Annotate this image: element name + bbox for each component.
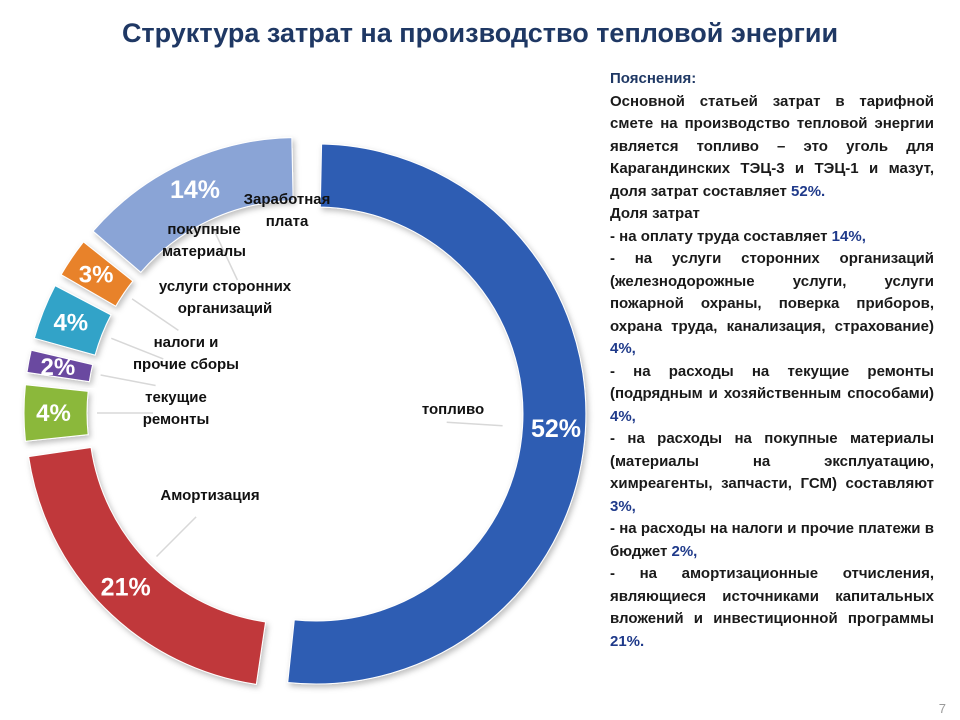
label-taxes-line2: прочие сборы <box>133 356 239 373</box>
note-services: - на услуги сторонних организаций (желез… <box>610 248 934 361</box>
note-salary-value: 14%, <box>831 227 866 245</box>
label-repairs-line2: ремонты <box>142 411 210 428</box>
leader-line-заработная-плата <box>212 228 239 281</box>
value-label-услуги-сторонних-организаций: 4% <box>53 309 88 336</box>
leader-line-налоги-и-прочие-сборы <box>100 374 156 387</box>
leader-line-амортизация <box>155 516 197 558</box>
label-materials-line2: материалы <box>162 243 246 260</box>
note-repairs-text: - на расходы на текущие ремонты (подрядн… <box>610 362 934 403</box>
slice-текущие-ремонты <box>23 384 89 442</box>
note-repairs: - на расходы на текущие ремонты (подрядн… <box>610 361 934 429</box>
leader-line-услуги-сторонних-организаций <box>111 337 164 360</box>
slice-покупные-материалы <box>60 241 134 307</box>
value-labels: 52% 21% 4% 2% 4% 3% 14% <box>36 176 581 601</box>
leader-line-топливо <box>446 421 503 427</box>
explanation-heading: Пояснения: <box>610 70 697 87</box>
label-repairs-line1: текущие <box>145 389 207 406</box>
note-depreciation-value: 21%. <box>610 632 645 650</box>
label-taxes: налоги и прочие сборы <box>120 332 252 376</box>
label-services-line1: услуги сторонних <box>158 278 292 295</box>
note-taxes-text: - на расходы на налоги и прочие платежи … <box>610 520 934 560</box>
label-materials-line1: покупные <box>167 221 241 238</box>
value-label-топливо: 52% <box>531 415 581 443</box>
value-label-амортизация: 21% <box>101 573 151 601</box>
explanation-intro: Основной статьей затрат в тарифной смете… <box>610 91 934 204</box>
leader-line-покупные-материалы <box>131 298 179 332</box>
slice-налоги-и-прочие-сборы <box>26 349 94 383</box>
cost-structure-donut-chart: 52% 21% 4% 2% 4% 3% 14% <box>23 137 587 685</box>
value-label-текущие-ремонты: 4% <box>36 400 71 427</box>
value-label-покупные-материалы: 3% <box>79 261 114 288</box>
note-depreciation-text: - на амортизационные отчисления, являющи… <box>610 565 934 627</box>
page-title: Структура затрат на производство теплово… <box>121 18 839 48</box>
slice-топливо <box>287 143 587 685</box>
intro-text: Основной статьей затрат в тарифной смете… <box>610 92 934 200</box>
label-materials: покупные материалы <box>148 219 260 263</box>
slice-амортизация <box>28 446 267 685</box>
explanation-panel: Пояснения: Основной статьей затрат в тар… <box>610 68 934 653</box>
label-depreciation: Амортизация <box>146 485 274 507</box>
label-services-line2: организаций <box>177 300 273 317</box>
note-services-text: - на услуги сторонних организаций (желез… <box>610 250 934 335</box>
value-label-налоги-и-прочие-сборы: 2% <box>41 354 76 381</box>
page-number: 7 <box>938 701 946 716</box>
note-repairs-value: 4%, <box>610 407 636 425</box>
label-depreciation-text: Амортизация <box>160 487 260 504</box>
note-depreciation: - на амортизационные отчисления, являющи… <box>610 563 934 653</box>
donut-slices <box>23 137 587 685</box>
note-materials-text: - на расходы на покупные материалы (мате… <box>610 430 934 492</box>
label-salary: Заработная плата <box>232 189 342 233</box>
label-taxes-line1: налоги и <box>153 334 219 351</box>
label-services: услуги сторонних организаций <box>140 276 310 320</box>
shares-heading: Доля затрат <box>610 205 700 222</box>
slice-заработная-плата <box>92 137 294 274</box>
slice-услуги-сторонних-организаций <box>33 285 112 356</box>
note-materials-value: 3%, <box>610 497 636 515</box>
value-label-заработная-плата: 14% <box>170 176 220 204</box>
label-salary-line1: Заработная <box>243 191 331 208</box>
note-taxes-value: 2%, <box>671 542 698 560</box>
label-repairs: текущие ремонты <box>124 387 228 431</box>
note-salary-text: - на оплату труда составляет <box>610 227 828 245</box>
label-salary-line2: плата <box>265 213 309 230</box>
intro-value: 52%. <box>791 182 826 200</box>
note-services-value: 4%, <box>610 340 636 357</box>
note-salary: - на оплату труда составляет 14%, <box>610 226 934 249</box>
label-fuel-text: топливо <box>421 401 485 418</box>
label-fuel: топливо <box>410 399 496 421</box>
note-materials: - на расходы на покупные материалы (мате… <box>610 428 934 518</box>
leader-lines <box>97 228 503 558</box>
note-taxes: - на расходы на налоги и прочие платежи … <box>610 518 934 563</box>
